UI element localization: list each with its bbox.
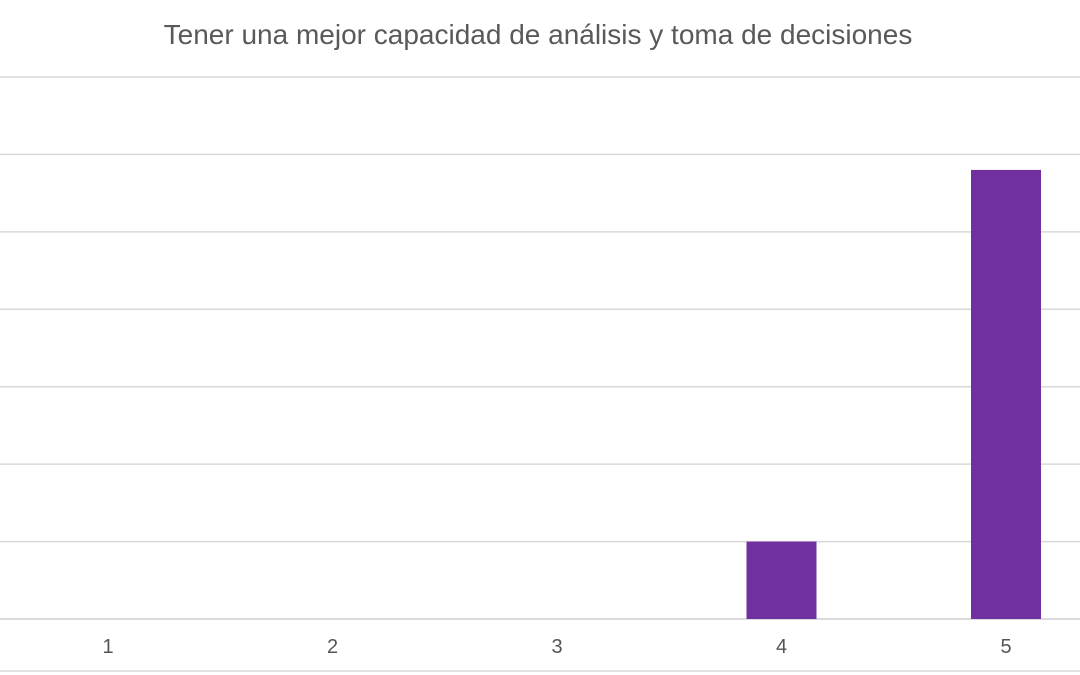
x-axis-ticks: 1 2 3 4 5 xyxy=(102,636,1011,658)
x-tick-label: 5 xyxy=(1000,636,1011,658)
x-tick-label: 2 xyxy=(327,636,338,658)
x-tick-label: 4 xyxy=(776,636,787,658)
bar-5 xyxy=(971,169,1041,619)
gridlines xyxy=(0,76,1080,672)
bar-4 xyxy=(746,541,817,619)
bars xyxy=(746,169,1041,619)
x-tick-label: 1 xyxy=(102,636,113,658)
x-tick-label: 3 xyxy=(551,636,562,658)
chart-title: Tener una mejor capacidad de análisis y … xyxy=(164,19,913,50)
